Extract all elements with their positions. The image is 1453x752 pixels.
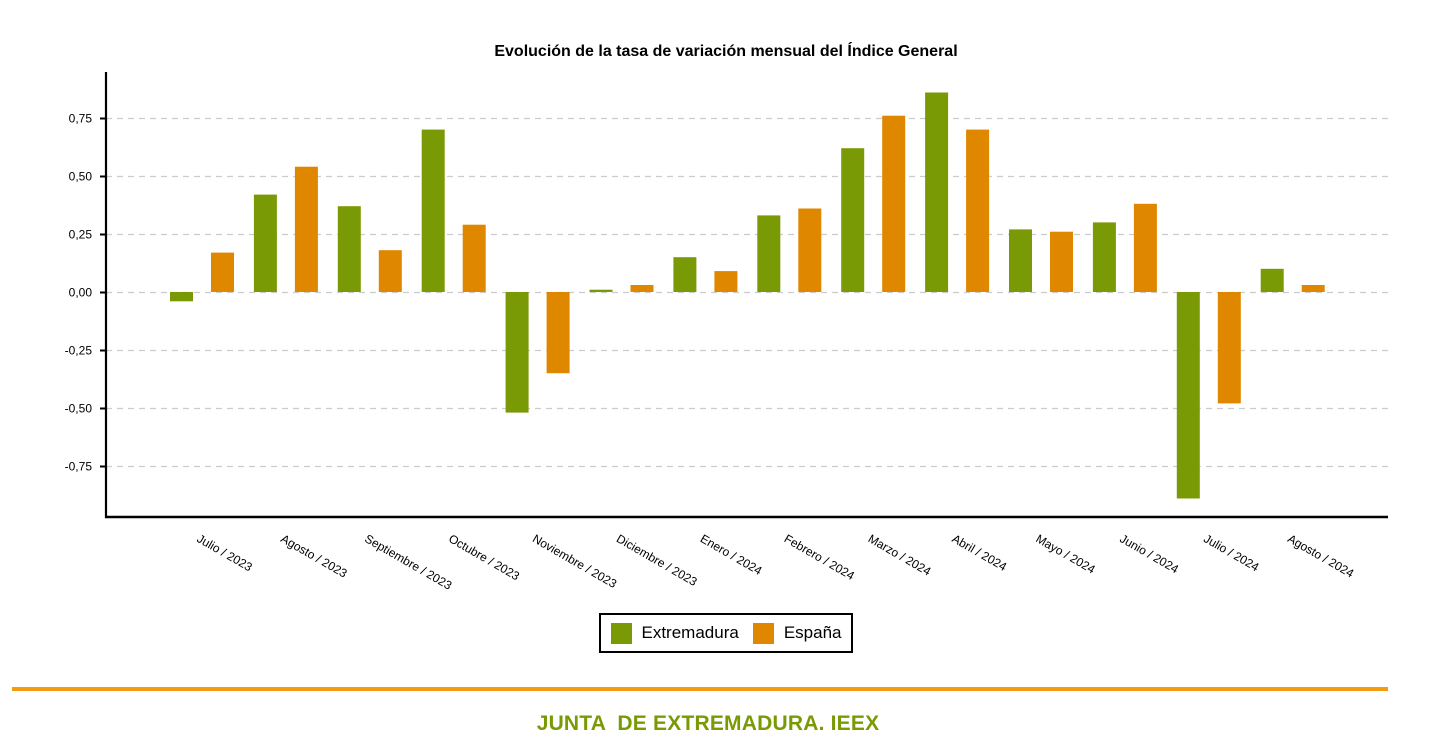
bar-extremadura-13[interactable]	[1260, 268, 1284, 292]
legend-item-extremadura[interactable]: Extremadura	[610, 622, 739, 644]
chart-title: Evolución de la tasa de variación mensua…	[494, 41, 957, 60]
bar-espana-3[interactable]	[462, 224, 486, 292]
x-tick-label: Abril / 2024	[950, 531, 1010, 574]
y-tick-label: -0,75	[65, 460, 93, 474]
x-tick-label: Septiembre / 2023	[362, 531, 454, 592]
legend-swatch-espana	[752, 622, 774, 644]
bar-chart: Evolución de la tasa de variación mensua…	[65, 41, 1388, 593]
bar-extremadura-7[interactable]	[757, 215, 781, 292]
bar-espana-8[interactable]	[882, 115, 906, 292]
y-axis: 0,75 0,50 0,25 0,00 -0,25 -0,50 -0,75	[65, 72, 108, 518]
bar-extremadura-4[interactable]	[505, 292, 529, 413]
bar-extremadura-10[interactable]	[1009, 229, 1032, 292]
x-tick-label: Enero / 2024	[698, 531, 765, 578]
x-tick-label: Agosto / 2024	[1285, 531, 1356, 580]
bar-extremadura-12[interactable]	[1176, 292, 1200, 499]
legend-item-espana[interactable]: España	[752, 622, 842, 644]
bar-espana-0[interactable]	[211, 252, 234, 292]
x-tick-label: Junio / 2024	[1117, 531, 1181, 576]
x-tick-label: Marzo / 2024	[866, 531, 934, 578]
x-tick-label: Octubre / 2023	[446, 531, 522, 583]
y-tick-label: 0,50	[69, 170, 93, 184]
bar-espana-13[interactable]	[1301, 285, 1325, 292]
bar-extremadura-2[interactable]	[337, 206, 361, 292]
bar-espana-2[interactable]	[378, 250, 402, 292]
y-tick-label: 0,25	[69, 228, 93, 242]
bar-espana-6[interactable]	[714, 271, 738, 292]
bars	[170, 92, 1325, 499]
bar-espana-7[interactable]	[798, 208, 822, 293]
x-tick-label: Julio / 2024	[1201, 531, 1261, 574]
bar-espana-9[interactable]	[966, 129, 990, 292]
bar-espana-11[interactable]	[1133, 203, 1157, 292]
bar-extremadura-3[interactable]	[421, 129, 445, 292]
bar-extremadura-11[interactable]	[1092, 222, 1116, 292]
bar-extremadura-6[interactable]	[673, 257, 697, 292]
bar-extremadura-1[interactable]	[253, 194, 277, 292]
footer-text: JUNTA DE EXTREMADURA. IEEX	[536, 712, 880, 735]
bar-espana-5[interactable]	[630, 285, 654, 292]
bar-extremadura-5[interactable]	[589, 289, 613, 292]
bar-espana-4[interactable]	[546, 292, 570, 374]
y-tick-label: -0,50	[65, 402, 93, 416]
x-tick-label: Febrero / 2024	[782, 531, 857, 583]
bar-extremadura-9[interactable]	[925, 92, 949, 293]
legend: Extremadura España	[599, 613, 853, 653]
bar-espana-1[interactable]	[294, 166, 318, 292]
x-tick-label: Diciembre / 2023	[614, 531, 700, 589]
bar-extremadura-8[interactable]	[841, 148, 865, 292]
x-axis-labels: Julio / 2023 Agosto / 2023 Septiembre / 20…	[195, 531, 1357, 592]
y-tick-label: 0,75	[69, 112, 93, 126]
y-tick-label: 0,00	[69, 286, 93, 300]
x-tick-label: Noviembre / 2023	[530, 531, 619, 591]
y-tick-label: -0,25	[65, 344, 93, 358]
legend-swatch-extremadura	[610, 622, 632, 644]
legend-label-espana: España	[783, 623, 842, 642]
legend-label-extremadura: Extremadura	[641, 623, 739, 642]
x-tick-label: Mayo / 2024	[1034, 531, 1098, 576]
bar-espana-12[interactable]	[1217, 292, 1241, 404]
bar-extremadura-0[interactable]	[170, 292, 193, 302]
x-tick-label: Agosto / 2023	[278, 531, 349, 580]
footer-divider	[12, 687, 1388, 691]
bar-espana-10[interactable]	[1050, 231, 1073, 292]
x-tick-label: Julio / 2023	[195, 531, 255, 574]
gridlines	[106, 117, 1388, 468]
